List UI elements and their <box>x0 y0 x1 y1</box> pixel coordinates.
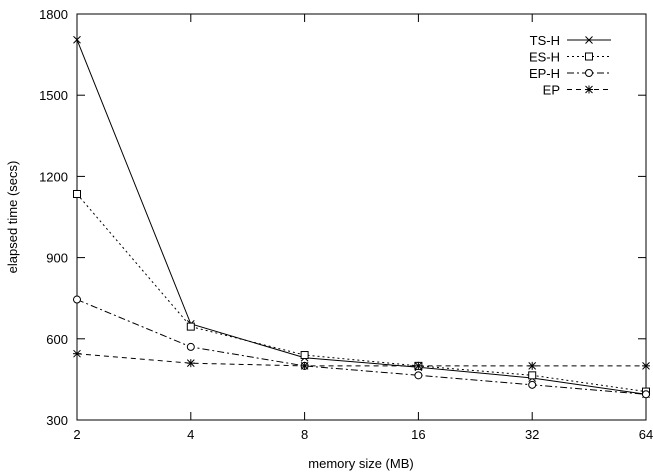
data-point <box>186 359 195 368</box>
data-point <box>300 361 309 370</box>
x-tick-label: 32 <box>525 427 539 442</box>
series-line <box>76 39 647 395</box>
y-axis-title: elapsed time (secs) <box>5 161 20 274</box>
series-line <box>76 299 647 395</box>
legend-marker <box>585 69 593 77</box>
legend-label: EP-H <box>529 66 560 81</box>
legend-item: ES-H <box>529 50 611 65</box>
legend-label: EP <box>543 83 560 98</box>
data-point <box>414 371 423 380</box>
data-point <box>73 295 81 304</box>
data-point <box>73 189 81 198</box>
data-point <box>528 380 537 389</box>
data-point <box>300 351 309 360</box>
legend-marker <box>585 52 593 61</box>
x-axis-title: memory size (MB) <box>308 456 413 471</box>
legend-marker <box>585 85 593 94</box>
series-es-h <box>73 189 650 396</box>
series-ep <box>73 349 650 370</box>
data-point <box>414 361 423 370</box>
y-tick-label: 600 <box>46 332 68 347</box>
data-point <box>186 342 195 351</box>
legend-label: TS-H <box>530 33 560 48</box>
legend-marker <box>585 36 593 44</box>
y-tick-label: 1800 <box>39 7 68 22</box>
legend: TS-H ES-HEP-H EP <box>529 33 611 98</box>
y-tick-label: 300 <box>46 413 68 428</box>
data-point <box>186 322 195 331</box>
data-point <box>642 361 650 370</box>
x-tick-label: 64 <box>639 427 653 442</box>
x-tick-label: 16 <box>411 427 425 442</box>
x-tick-label: 2 <box>73 427 80 442</box>
series-line <box>76 353 646 367</box>
legend-item: EP-H <box>529 66 611 81</box>
legend-item: EP <box>543 83 611 98</box>
data-point <box>528 371 537 380</box>
y-tick-label: 1200 <box>39 169 68 184</box>
series-layer <box>73 35 650 399</box>
legend-item: TS-H <box>530 33 611 48</box>
series-line <box>76 193 647 393</box>
data-point <box>642 390 650 399</box>
legend-label: ES-H <box>529 50 560 65</box>
y-tick-label: 1500 <box>39 88 68 103</box>
series-ts-h <box>73 35 650 399</box>
plot-frame <box>76 13 647 421</box>
axes: 300 600 900 1200 1500 1800 2 4 8 16 32 64 <box>39 7 653 442</box>
data-point <box>528 361 537 370</box>
y-tick-label: 900 <box>46 251 68 266</box>
x-tick-label: 4 <box>187 427 194 442</box>
data-point <box>73 35 81 44</box>
data-point <box>73 349 81 358</box>
x-tick-label: 8 <box>301 427 308 442</box>
